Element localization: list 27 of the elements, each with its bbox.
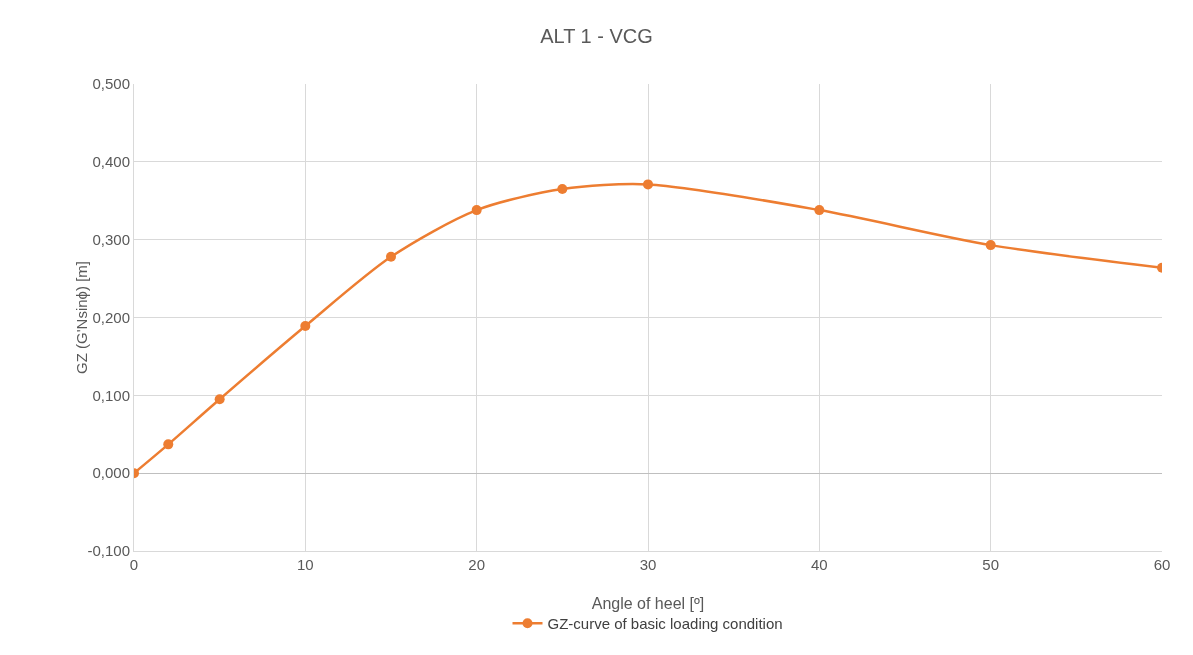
point <box>214 394 225 405</box>
y-tick-label: 0,400 <box>92 153 130 171</box>
y-tick-label: 0,100 <box>92 386 130 404</box>
x-tick-label: 10 <box>296 556 314 573</box>
point <box>300 321 311 332</box>
y-tick-label: 0,300 <box>92 230 130 248</box>
x-tick-label: 20 <box>468 556 486 573</box>
point <box>386 251 396 262</box>
x-tick-label: 50 <box>982 556 1000 573</box>
x-tick-label: 60 <box>1153 556 1171 573</box>
x-axis-title: Angle of heel [º] <box>591 595 705 612</box>
x-tick-label: 40 <box>810 556 828 573</box>
x-tick-label: 0 <box>129 556 139 573</box>
y-tick-label: 0,500 <box>92 75 130 93</box>
chart-title: ALT 1 - VCG <box>540 25 653 48</box>
y-tick-label: 0,000 <box>92 464 130 482</box>
y-axis-title: GZ (G'Nsinϕ) [m] <box>73 261 91 374</box>
legend-label: GZ-curve of basic loading condition <box>547 615 783 633</box>
y-tick-label: -0,100 <box>87 542 130 560</box>
point <box>985 240 996 251</box>
y-tick-label: 0,200 <box>92 308 130 326</box>
point <box>471 205 482 216</box>
point <box>557 184 568 195</box>
point <box>814 205 825 216</box>
point <box>163 439 174 450</box>
x-tick-label: 30 <box>639 556 657 573</box>
point <box>643 179 653 190</box>
